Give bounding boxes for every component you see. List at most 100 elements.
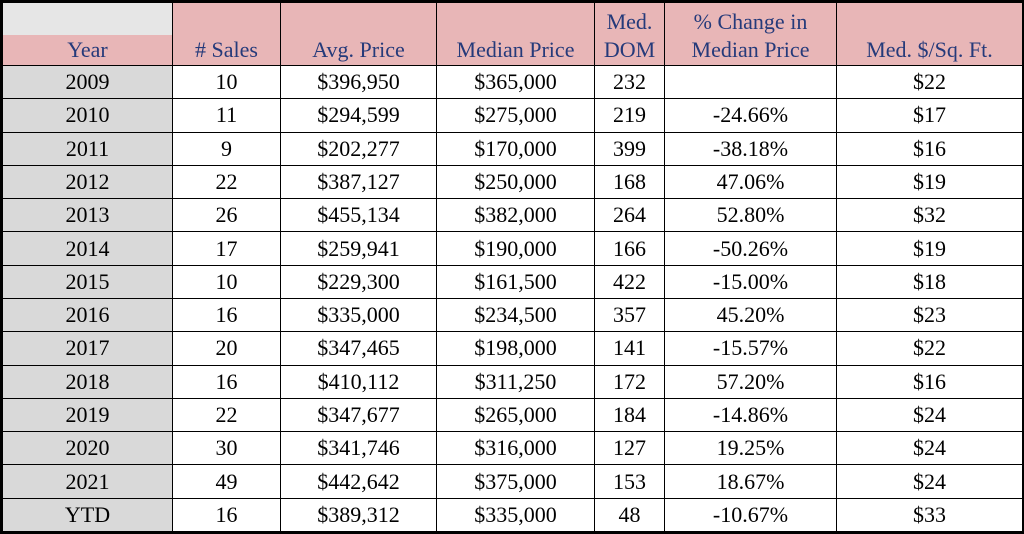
pct-change-cell: 57.20% xyxy=(664,364,837,399)
dom-cell: 153 xyxy=(594,464,665,499)
sqft-cell: $32 xyxy=(836,198,1023,233)
header-top-sales xyxy=(172,2,281,35)
avg-price-cell: $341,746 xyxy=(280,431,437,466)
sales-cell: 10 xyxy=(172,264,281,299)
median-price-cell: $190,000 xyxy=(436,231,595,266)
dom-cell: 232 xyxy=(594,64,665,100)
avg-price-cell: $347,465 xyxy=(280,331,437,366)
sales-cell: 22 xyxy=(172,164,281,200)
avg-price-cell: $387,127 xyxy=(280,164,437,200)
pct-change-cell: 47.06% xyxy=(664,164,837,200)
dom-cell: 166 xyxy=(594,231,665,266)
sqft-cell: $18 xyxy=(836,264,1023,299)
year-cell: 2011 xyxy=(2,131,173,166)
table-row: 2011 9 $202,277 $170,000 399 -38.18% $16 xyxy=(2,131,1023,166)
median-price-cell: $198,000 xyxy=(436,331,595,366)
dom-cell: 219 xyxy=(594,98,665,133)
table-row: 2017 20 $347,465 $198,000 141 -15.57% $22 xyxy=(2,331,1023,366)
table-row: 2015 10 $229,300 $161,500 422 -15.00% $18 xyxy=(2,264,1023,299)
dom-cell: 172 xyxy=(594,364,665,399)
header-row-bottom: Year # Sales Avg. Price Median Price DOM… xyxy=(2,35,1023,66)
dom-cell: 141 xyxy=(594,331,665,366)
year-cell: 2009 xyxy=(2,64,173,100)
pct-change-cell: 45.20% xyxy=(664,297,837,333)
sales-cell: 20 xyxy=(172,331,281,366)
table-row: 2009 10 $396,950 $365,000 232 $22 xyxy=(2,64,1023,100)
header-top-median-price xyxy=(436,2,595,35)
header-avg-price: Avg. Price xyxy=(280,35,437,66)
year-cell: 2013 xyxy=(2,198,173,233)
table-body: 2009 10 $396,950 $365,000 232 $22 2010 11 $294,5… xyxy=(2,64,1023,533)
median-price-cell: $335,000 xyxy=(436,497,595,533)
median-price-cell: $316,000 xyxy=(436,431,595,466)
header-top-year xyxy=(2,2,173,35)
sales-cell: 11 xyxy=(172,98,281,133)
sqft-cell: $24 xyxy=(836,431,1023,466)
year-cell: 2012 xyxy=(2,164,173,200)
header-top-avg-price xyxy=(280,2,437,35)
pct-change-cell xyxy=(664,64,837,100)
median-price-cell: $234,500 xyxy=(436,297,595,333)
dom-cell: 184 xyxy=(594,397,665,433)
pct-change-cell: 19.25% xyxy=(664,431,837,466)
year-cell: 2020 xyxy=(2,431,173,466)
table-row: 2016 16 $335,000 $234,500 357 45.20% $23 xyxy=(2,297,1023,333)
sales-cell: 26 xyxy=(172,198,281,233)
sales-cell: 16 xyxy=(172,297,281,333)
sqft-cell: $19 xyxy=(836,231,1023,266)
table-row: YTD 16 $389,312 $335,000 48 -10.67% $33 xyxy=(2,497,1023,533)
avg-price-cell: $389,312 xyxy=(280,497,437,533)
header-median-price: Median Price xyxy=(436,35,595,66)
avg-price-cell: $335,000 xyxy=(280,297,437,333)
median-price-cell: $265,000 xyxy=(436,397,595,433)
pct-change-cell: -24.66% xyxy=(664,98,837,133)
table-row: 2010 11 $294,599 $275,000 219 -24.66% $17 xyxy=(2,98,1023,133)
sales-cell: 10 xyxy=(172,64,281,100)
sales-cell: 49 xyxy=(172,464,281,499)
table-row: 2019 22 $347,677 $265,000 184 -14.86% $24 xyxy=(2,397,1023,433)
header-top-sqft xyxy=(836,2,1023,35)
dom-cell: 168 xyxy=(594,164,665,200)
table-row: 2013 26 $455,134 $382,000 264 52.80% $32 xyxy=(2,198,1023,233)
sqft-cell: $24 xyxy=(836,464,1023,499)
year-cell: 2019 xyxy=(2,397,173,433)
median-price-cell: $365,000 xyxy=(436,64,595,100)
header-year: Year xyxy=(2,35,173,66)
table-row: 2020 30 $341,746 $316,000 127 19.25% $24 xyxy=(2,431,1023,466)
header-sales: # Sales xyxy=(172,35,281,66)
pct-change-cell: -15.57% xyxy=(664,331,837,366)
dom-cell: 422 xyxy=(594,264,665,299)
median-price-cell: $375,000 xyxy=(436,464,595,499)
median-price-cell: $250,000 xyxy=(436,164,595,200)
sqft-cell: $22 xyxy=(836,64,1023,100)
avg-price-cell: $442,642 xyxy=(280,464,437,499)
year-cell: 2017 xyxy=(2,331,173,366)
median-price-cell: $170,000 xyxy=(436,131,595,166)
year-cell: YTD xyxy=(2,497,173,533)
pct-change-cell: 52.80% xyxy=(664,198,837,233)
year-cell: 2010 xyxy=(2,98,173,133)
year-cell: 2018 xyxy=(2,364,173,399)
dom-cell: 264 xyxy=(594,198,665,233)
avg-price-cell: $259,941 xyxy=(280,231,437,266)
sales-cell: 30 xyxy=(172,431,281,466)
avg-price-cell: $294,599 xyxy=(280,98,437,133)
table-row: 2014 17 $259,941 $190,000 166 -50.26% $19 xyxy=(2,231,1023,266)
sqft-cell: $22 xyxy=(836,331,1023,366)
year-cell: 2021 xyxy=(2,464,173,499)
sqft-cell: $24 xyxy=(836,397,1023,433)
sales-cell: 22 xyxy=(172,397,281,433)
avg-price-cell: $410,112 xyxy=(280,364,437,399)
pct-change-cell: 18.67% xyxy=(664,464,837,499)
header-dom: DOM xyxy=(594,35,665,66)
avg-price-cell: $229,300 xyxy=(280,264,437,299)
year-cell: 2014 xyxy=(2,231,173,266)
sales-cell: 16 xyxy=(172,364,281,399)
header-row-top: Med. % Change in xyxy=(2,2,1023,35)
sales-cell: 16 xyxy=(172,497,281,533)
header-pct-change: Median Price xyxy=(664,35,837,66)
table-row: 2021 49 $442,642 $375,000 153 18.67% $24 xyxy=(2,464,1023,499)
avg-price-cell: $396,950 xyxy=(280,64,437,100)
